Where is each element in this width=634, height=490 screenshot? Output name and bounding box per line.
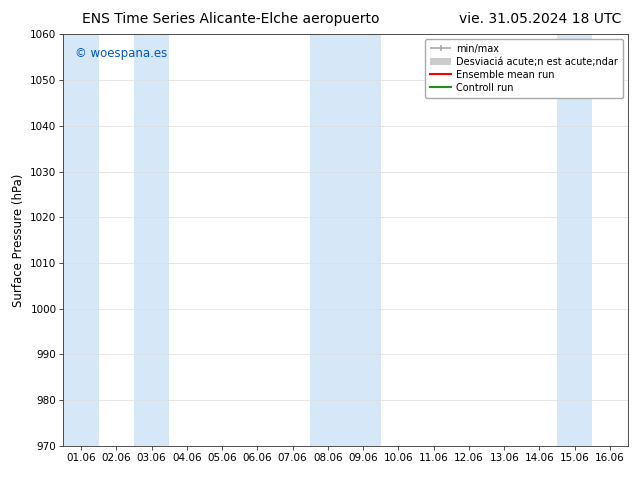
Bar [557,34,592,446]
Legend: min/max, Desviaciá acute;n est acute;ndar, Ensemble mean run, Controll run: min/max, Desviaciá acute;n est acute;nda… [425,39,623,98]
Text: vie. 31.05.2024 18 UTC: vie. 31.05.2024 18 UTC [459,12,621,26]
Bar [134,34,169,446]
Bar [63,34,99,446]
Text: © woespana.es: © woespana.es [75,47,167,60]
Bar [310,34,381,446]
Y-axis label: Surface Pressure (hPa): Surface Pressure (hPa) [11,173,25,307]
Text: ENS Time Series Alicante-Elche aeropuerto: ENS Time Series Alicante-Elche aeropuert… [82,12,380,26]
